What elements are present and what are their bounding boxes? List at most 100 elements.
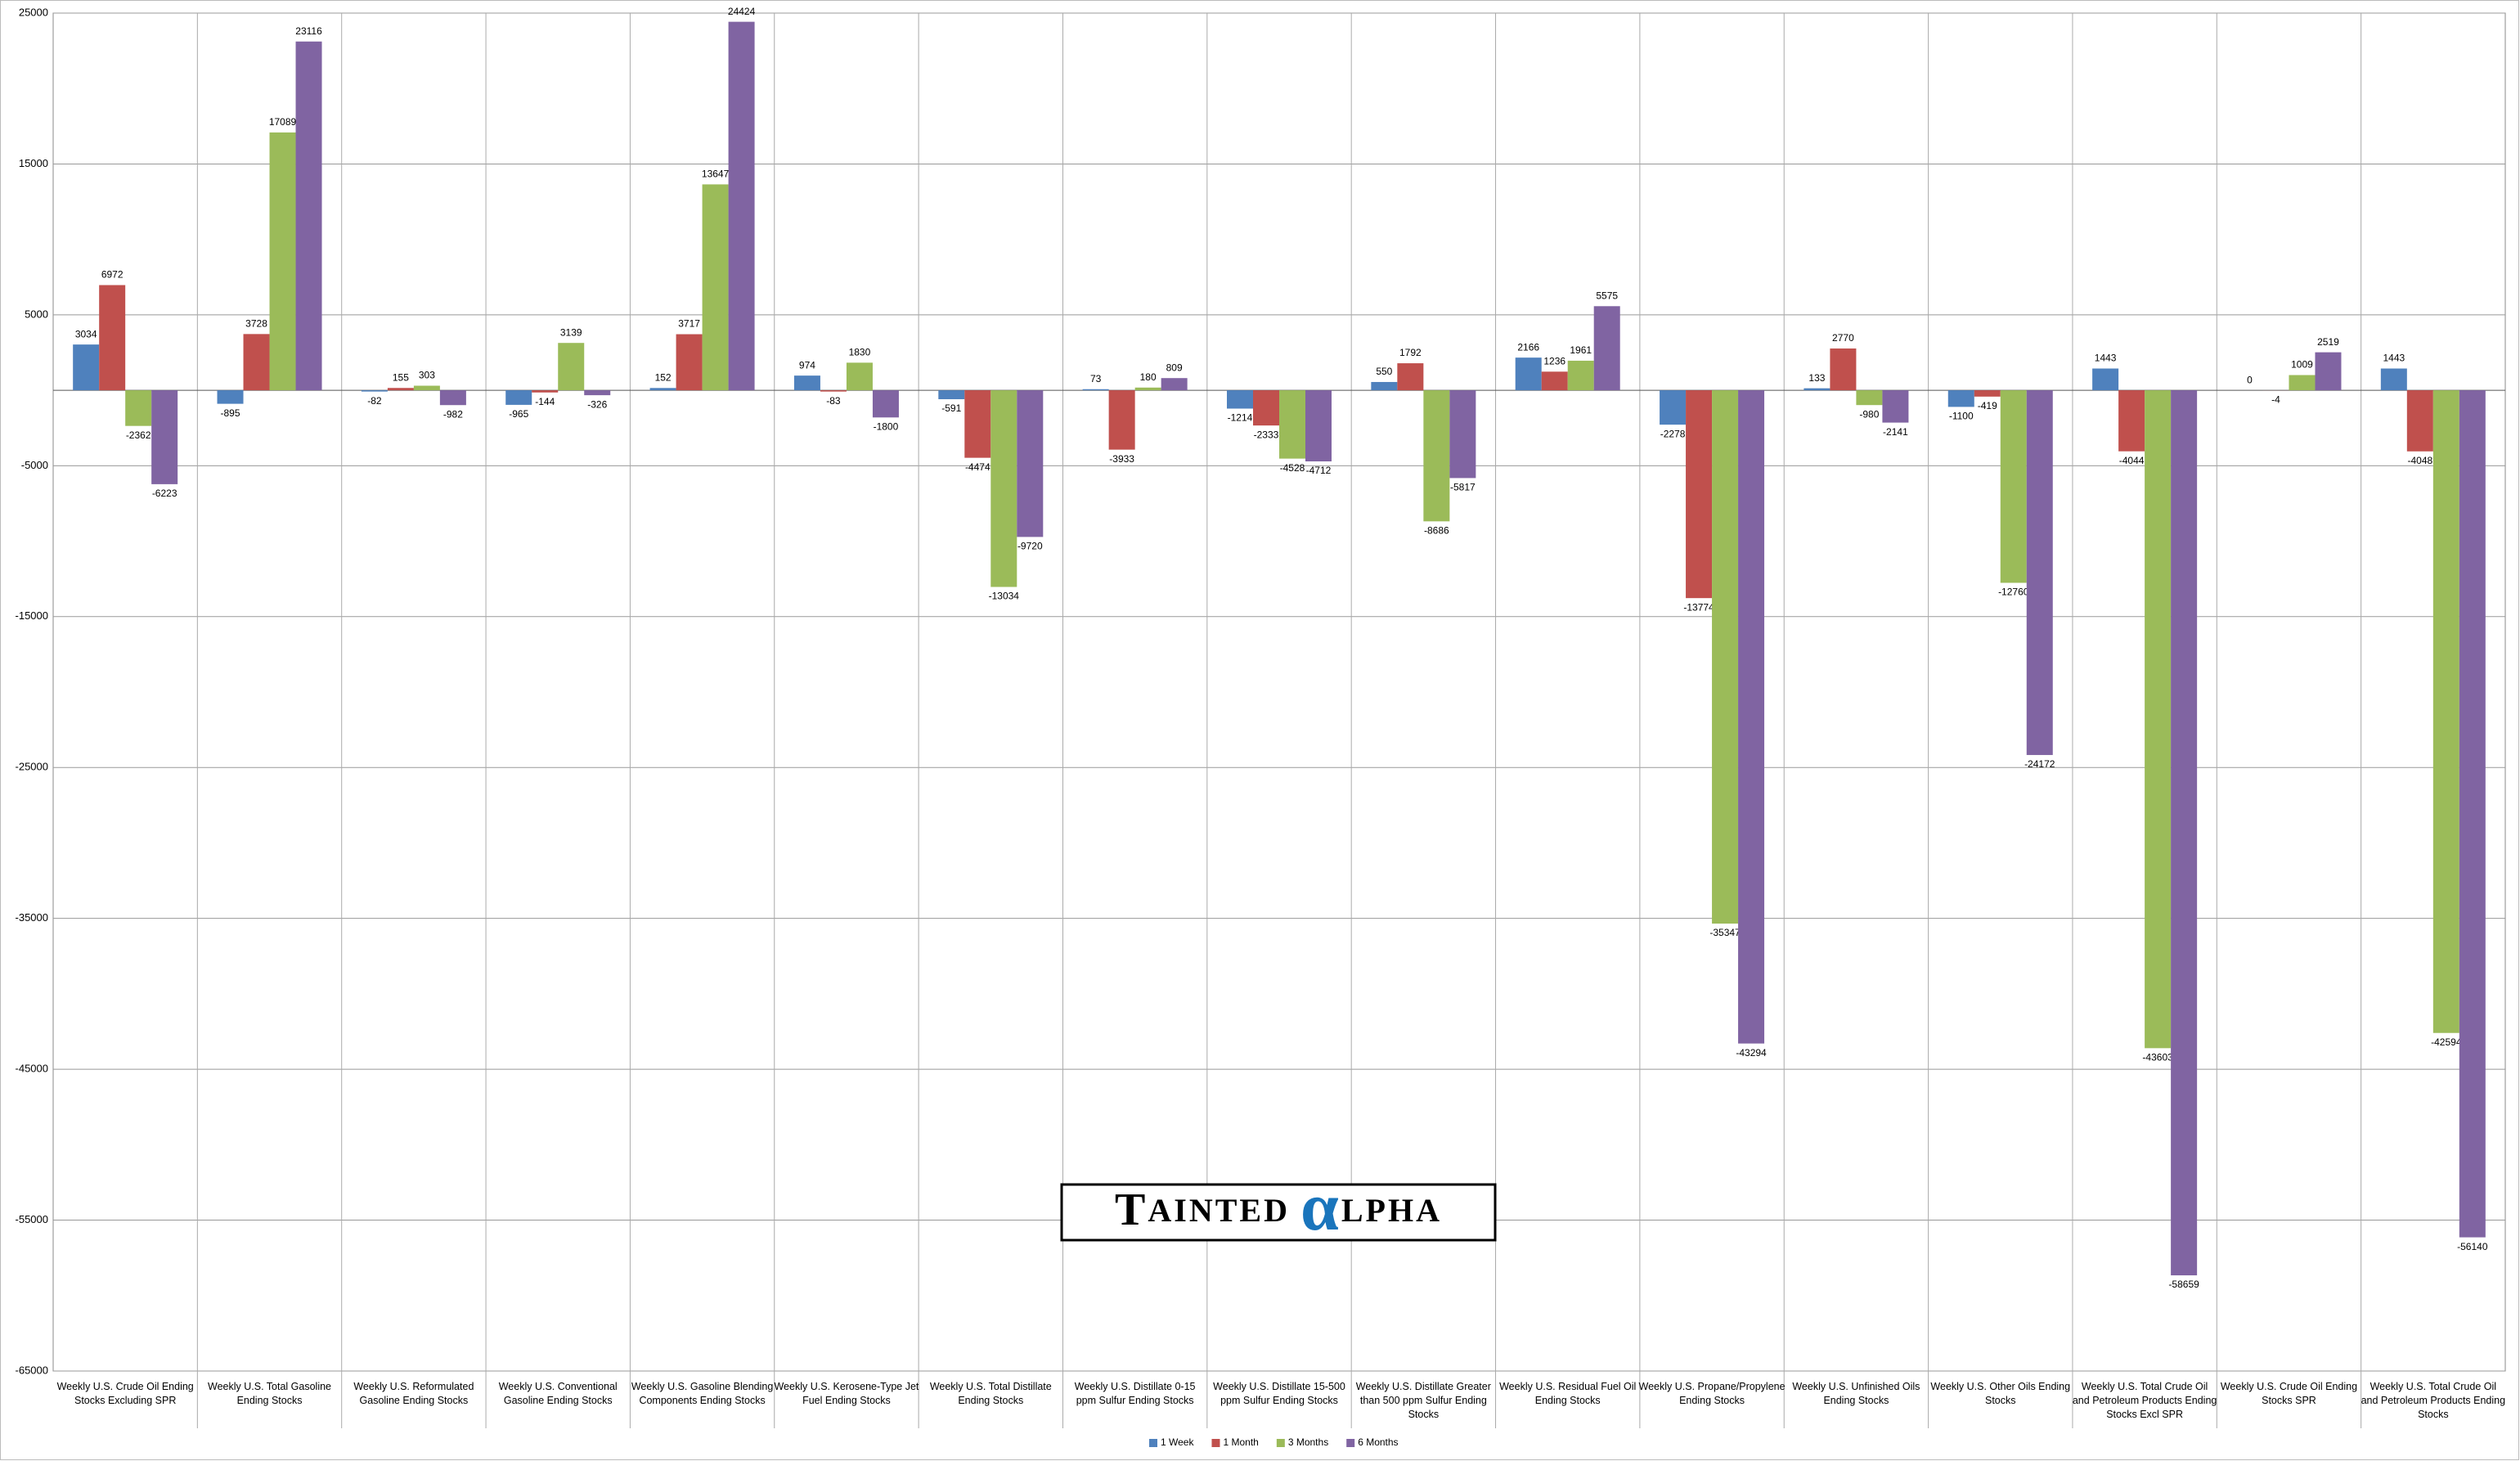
bar	[2432, 390, 2459, 1033]
data-label: 3728	[245, 318, 267, 330]
legend-label: 6 Months	[1358, 1436, 1398, 1448]
data-label: -24172	[2024, 758, 2055, 770]
bar	[1882, 390, 1909, 423]
data-label: -4528	[1280, 462, 1305, 474]
bar	[1593, 306, 1620, 391]
bar	[295, 41, 322, 391]
x-tick-label: Weekly U.S. Crude Oil Ending Stocks SPR	[2221, 1381, 2357, 1406]
x-tick-label: Weekly U.S. Crude Oil Ending Stocks Exclu…	[57, 1381, 194, 1406]
legend-swatch	[1276, 1439, 1285, 1447]
data-label: -6223	[152, 488, 177, 499]
bar	[1804, 388, 1830, 391]
bar	[151, 390, 178, 484]
legend-swatch	[1211, 1439, 1220, 1447]
data-label: 17089	[269, 116, 297, 128]
data-label: 1792	[1399, 347, 1422, 358]
data-label: -42594	[2431, 1036, 2462, 1048]
data-label: 550	[1376, 366, 1392, 377]
data-label: -2333	[1254, 429, 1279, 440]
data-label: -13034	[989, 591, 1020, 602]
bar	[1305, 390, 1332, 462]
data-label: -43294	[1736, 1047, 1767, 1059]
data-label: -591	[941, 402, 961, 414]
data-label: 2166	[1517, 341, 1539, 353]
bar	[532, 390, 559, 393]
x-tick-label: Weekly U.S. Distillate Greater than 500 p…	[1356, 1381, 1491, 1420]
data-label: 3034	[75, 328, 97, 339]
x-tick-label: Weekly U.S. Other Oils Ending Stocks	[1930, 1381, 2070, 1406]
bar	[964, 390, 991, 458]
x-tick-label: Weekly U.S. Total Crude Oil and Petroleum…	[2361, 1381, 2506, 1420]
data-label: 13647	[702, 169, 730, 180]
bar	[505, 390, 532, 405]
bar	[1227, 390, 1253, 409]
bar	[1017, 390, 1044, 537]
legend-swatch	[1149, 1439, 1157, 1447]
data-label: -82	[367, 395, 382, 407]
bar	[676, 334, 703, 391]
x-tick-label: Weekly U.S. Total Distillate Ending Stock…	[930, 1381, 1052, 1406]
data-label: 133	[1808, 372, 1825, 384]
legend-label: 3 Months	[1288, 1436, 1328, 1448]
data-label: -2362	[126, 429, 151, 441]
bar	[1541, 371, 1568, 391]
data-label: -895	[221, 407, 240, 419]
data-label: -13774	[1683, 601, 1714, 613]
bar	[217, 390, 244, 404]
data-label: -4044	[2119, 455, 2145, 466]
legend-label: 1 Week	[1161, 1436, 1194, 1448]
bar	[1567, 360, 1594, 391]
data-label: -980	[1859, 408, 1879, 420]
data-label: -5817	[1450, 482, 1476, 493]
x-tick-label: Weekly U.S. Total Gasoline Ending Stocks	[208, 1381, 331, 1406]
data-label: 73	[1090, 373, 1102, 384]
data-label: 2519	[2317, 336, 2339, 348]
data-label: -4	[2271, 393, 2280, 405]
watermark-part: LPHA	[1341, 1192, 1442, 1229]
bar	[1397, 363, 1424, 391]
bar	[1712, 390, 1739, 924]
bar	[1830, 348, 1857, 391]
bar	[73, 344, 100, 391]
bar	[1660, 390, 1687, 425]
data-label: -3933	[1109, 453, 1134, 465]
bar	[413, 385, 440, 391]
data-label: 1443	[2383, 353, 2405, 364]
data-label: -1800	[874, 420, 899, 432]
data-label: 974	[799, 359, 815, 371]
data-label: 303	[419, 370, 435, 381]
data-label: -58659	[2168, 1279, 2199, 1290]
data-label: 3139	[560, 326, 582, 338]
bar	[558, 343, 585, 391]
bar	[649, 388, 676, 391]
x-tick-label: Weekly U.S. Residual Fuel Oil Ending Stoc…	[1499, 1381, 1636, 1406]
data-label: 5575	[1596, 290, 1618, 301]
bar	[820, 390, 847, 392]
x-tick-label: Weekly U.S. Unfinished Oils Ending Stocks	[1792, 1381, 1920, 1406]
bar	[2459, 390, 2486, 1238]
bar	[1738, 390, 1765, 1044]
bar	[1279, 390, 1305, 459]
x-tick-label: Weekly U.S. Reformulated Gasoline Ending …	[353, 1381, 474, 1406]
watermark-part: AINTED	[1148, 1192, 1300, 1229]
watermark-part: T	[1115, 1185, 1148, 1235]
bar	[2026, 390, 2053, 755]
bar	[1423, 390, 1450, 522]
bar	[2406, 390, 2433, 452]
bar	[1449, 390, 1476, 479]
x-tick-label: Weekly U.S. Conventional Gasoline Ending …	[499, 1381, 618, 1406]
y-tick-label: -5000	[21, 459, 48, 471]
data-label: -4048	[2407, 455, 2432, 466]
legend-swatch	[1346, 1439, 1355, 1447]
data-label: 2770	[1832, 332, 1854, 344]
y-tick-label: 25000	[19, 6, 48, 18]
data-label: -982	[443, 408, 463, 420]
x-tick-label: Weekly U.S. Gasoline Blending Components …	[631, 1381, 774, 1406]
data-label: 152	[655, 371, 672, 383]
bar	[125, 390, 152, 426]
bar	[2171, 390, 2198, 1276]
data-label: 0	[2247, 374, 2253, 385]
bar	[793, 375, 820, 391]
bar	[269, 132, 296, 391]
